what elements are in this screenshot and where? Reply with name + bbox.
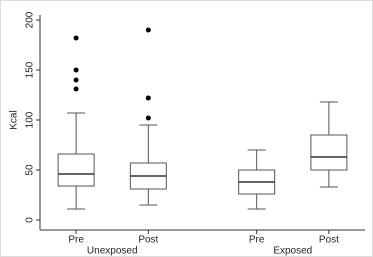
y-tick-label: 150: [25, 61, 36, 78]
group-label: Unexposed: [87, 246, 138, 257]
box: [310, 134, 348, 171]
flier: [73, 86, 79, 92]
y-tick-label: 50: [25, 164, 36, 176]
flier: [73, 77, 79, 83]
x-tick-label: Post: [319, 235, 339, 246]
flier: [73, 35, 79, 41]
y-tick-label: 0: [25, 217, 36, 223]
flier: [73, 67, 79, 73]
group-label: Exposed: [273, 246, 312, 257]
y-axis-label: Kcal: [9, 110, 20, 129]
flier: [145, 95, 151, 101]
flier: [145, 115, 151, 121]
x-tick-label: Pre: [68, 235, 84, 246]
flier: [145, 27, 151, 33]
y-tick-label: 200: [25, 11, 36, 28]
x-tick-label: Post: [138, 235, 158, 246]
x-tick-label: Pre: [249, 235, 265, 246]
y-tick-label: 100: [25, 111, 36, 128]
box: [57, 153, 95, 187]
